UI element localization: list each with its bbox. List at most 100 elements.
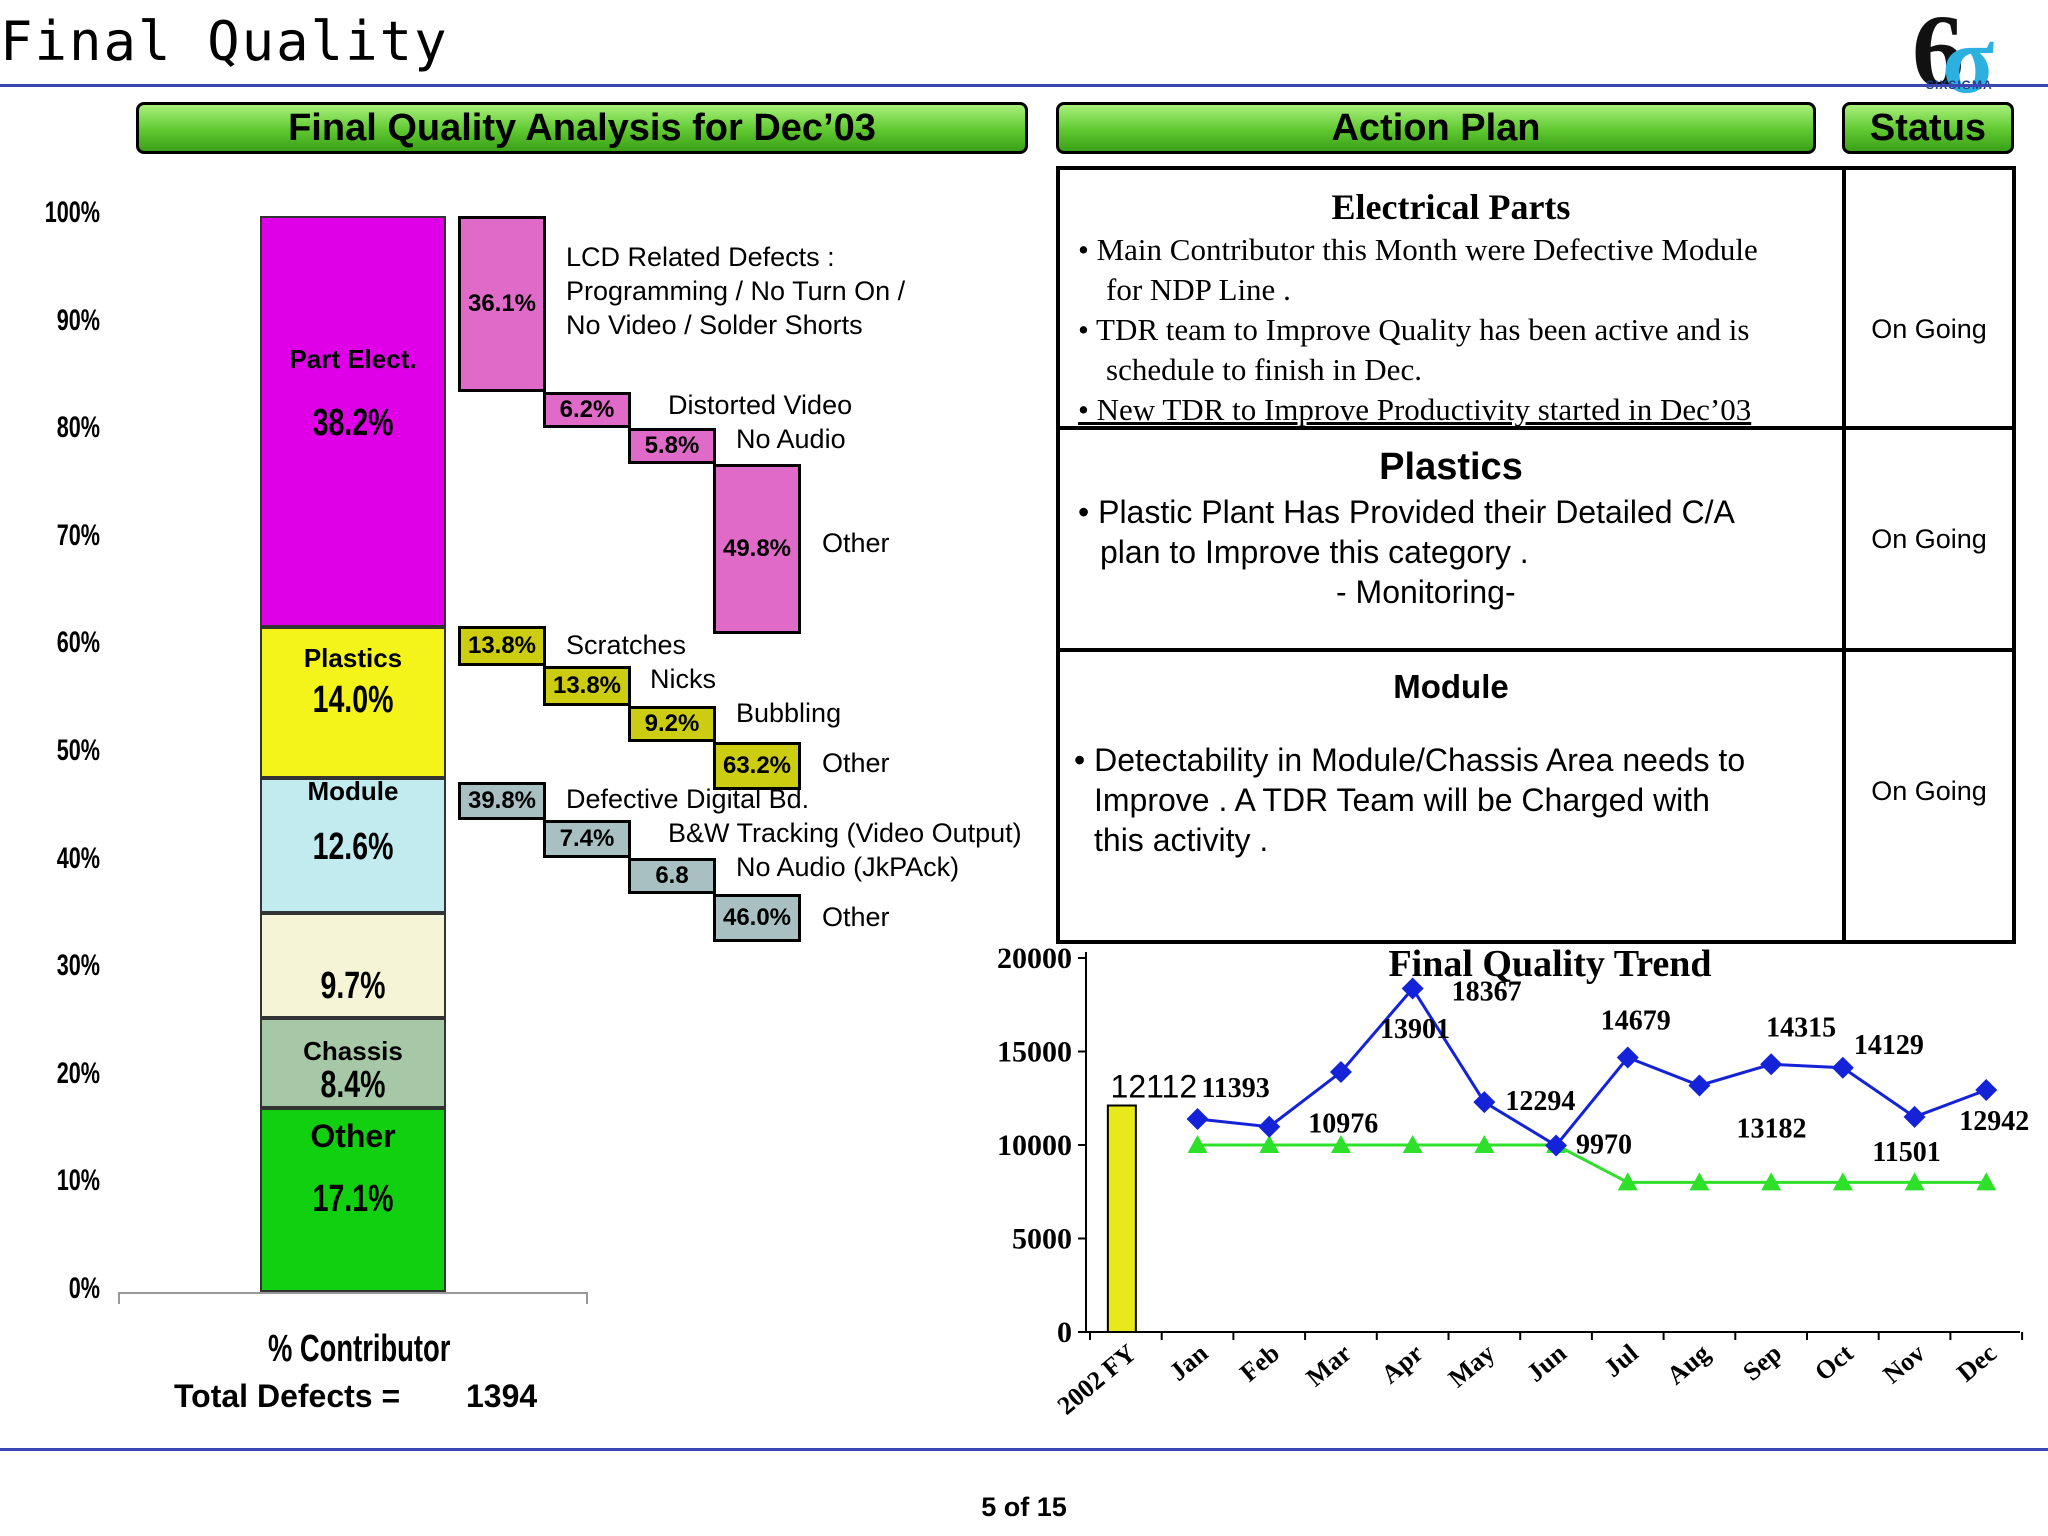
breakdown-box-module: 7.4% [543, 820, 631, 858]
stack-segment-other: Other 17.1% [260, 1108, 446, 1292]
breakdown-label-module: No Audio (JkPAck) [736, 852, 960, 882]
trend-data-label: 14315 [1766, 1012, 1836, 1043]
breakdown-box-plastics: 9.2% [628, 706, 716, 742]
trend-actual-marker [1401, 977, 1424, 1000]
trend-x-tick-label: Oct [1809, 1338, 1859, 1386]
electrical-line-2: for NDP Line . [1106, 272, 1291, 307]
trend-target-marker [1832, 1172, 1853, 1191]
trend-data-label: 10976 [1308, 1109, 1378, 1140]
segment-label: Module [307, 775, 399, 806]
percent-tick-label: 20% [56, 1056, 100, 1090]
percent-tick-label: 90% [56, 303, 100, 337]
trend-x-tick-label: Jan [1164, 1338, 1214, 1387]
chart-baseline [118, 1292, 588, 1294]
trend-actual-marker [1545, 1134, 1568, 1157]
row-divider [1842, 430, 1846, 648]
breakdown-box-electrical: 49.8% [713, 464, 801, 634]
module-line-2: Improve . A TDR Team will be Charged wit… [1094, 782, 1710, 818]
total-defects-value: 1394 [466, 1378, 538, 1414]
trend-x-tick-label: Jun [1521, 1338, 1572, 1388]
segment-percent: 17.1% [312, 1178, 394, 1220]
trend-target-marker [1187, 1135, 1208, 1153]
plastics-line-1: • Plastic Plant Has Provided their Detai… [1078, 494, 1735, 530]
page-title: Final Quality [0, 10, 449, 73]
module-status: On Going [1871, 776, 1987, 806]
trend-fy-bar [1106, 1104, 1137, 1333]
breakdown-label-plastics: Bubbling [736, 698, 842, 728]
bottom-rule [0, 1448, 2048, 1451]
trend-target-marker [1474, 1135, 1495, 1153]
trend-target-marker [1689, 1172, 1710, 1191]
trend-actual-marker [1186, 1107, 1209, 1130]
trend-actual-marker [1903, 1105, 1926, 1128]
module-title: Module [1393, 668, 1509, 705]
trend-target-marker [1904, 1172, 1925, 1191]
breakdown-label-module: Defective Digital Bd. [566, 784, 810, 814]
analysis-header: Final Quality Analysis for Dec’03 [136, 102, 1028, 154]
breakdown-box-plastics: 13.8% [458, 626, 546, 666]
breakdown-label-electrical: LCD Related Defects : Programming / No T… [566, 242, 906, 340]
trend-actual-marker [1760, 1053, 1783, 1076]
module-line-1: • Detectability in Module/Chassis Area n… [1074, 742, 1746, 778]
trend-target-marker [1402, 1135, 1423, 1153]
trend-data-label: 14679 [1601, 1006, 1671, 1037]
percent-tick-label: 0% [68, 1272, 100, 1305]
segment-label: Part Elect. [289, 344, 417, 374]
status-header: Status [1842, 102, 2014, 154]
plastics-line-3: - Monitoring- [1336, 574, 1516, 610]
percent-tick-label: 100% [44, 196, 100, 229]
trend-x-tick-label: 2002 FY [1052, 1338, 1142, 1420]
segment-percent: 14.0% [312, 679, 394, 722]
trend-y-tick-label: 20000 [997, 942, 1072, 975]
trend-data-label: 18367 [1452, 977, 1522, 1008]
segment-percent: 38.2% [312, 402, 394, 444]
segment-percent: 12.6% [312, 825, 394, 868]
trend-actual-marker [1831, 1056, 1854, 1079]
trend-target-marker [1330, 1135, 1351, 1153]
trend-target-marker [1761, 1172, 1782, 1191]
trend-data-label: 13901 [1380, 1014, 1450, 1045]
breakdown-box-plastics: 63.2% [713, 742, 801, 790]
page-number: 5 of 15 [981, 1492, 1067, 1522]
percent-tick-label: 60% [56, 626, 100, 660]
electrical-line-3: • TDR team to Improve Quality has been a… [1078, 312, 1750, 347]
trend-x-tick-label: Sep [1737, 1338, 1787, 1386]
percent-tick-label: 10% [56, 1164, 100, 1198]
trend-data-label: 11501 [1872, 1137, 1940, 1168]
trend-x-tick-label: Jul [1598, 1338, 1643, 1383]
breakdown-label-electrical: Other [822, 528, 890, 558]
module-line-3: this activity . [1094, 822, 1269, 858]
breakdown-label-plastics: Other [822, 748, 890, 778]
sixsigma-logo-sigma: σ [1942, 6, 1995, 113]
breakdown-box-module: 46.0% [713, 894, 801, 942]
baseline-tick-left [118, 1292, 120, 1304]
trend-actual-line [1197, 986, 1987, 1148]
action-plan-header: Action Plan [1056, 102, 1816, 154]
electrical-line-1: • Main Contributor this Month were Defec… [1078, 232, 1758, 267]
trend-actual-marker [1975, 1078, 1998, 1101]
trend-data-label: 13182 [1736, 1113, 1806, 1144]
electrical-line-5: • New TDR to Improve Productivity starte… [1078, 392, 1752, 427]
electrical-title: Electrical Parts [1331, 187, 1571, 227]
contributor-label: % Contributor [268, 1328, 451, 1370]
breakdown-box-module: 39.8% [458, 782, 546, 820]
trend-x-tick-label: Aug [1661, 1338, 1715, 1390]
plastics-status: On Going [1871, 524, 1987, 554]
percent-tick-label: 80% [56, 411, 100, 445]
action-plan-table: Electrical Parts • Main Contributor this… [1056, 166, 2016, 944]
plastics-title: Plastics [1379, 446, 1523, 488]
top-rule [0, 84, 2048, 87]
trend-x-tick-label: Apr [1376, 1338, 1429, 1389]
breakdown-box-module: 6.8 [628, 858, 716, 894]
segment-label: Plastics [303, 643, 403, 674]
trend-actual-marker [1688, 1074, 1711, 1097]
trend-x-tick-label: Mar [1301, 1338, 1357, 1392]
breakdown-box-plastics: 13.8% [543, 666, 631, 706]
breakdown-label-electrical: No Audio [736, 424, 846, 454]
total-defects-label: Total Defects = [174, 1378, 401, 1414]
breakdown-label-electrical: Distorted Video [668, 390, 853, 420]
stack-segment-module: Module 12.6% [260, 775, 446, 914]
breakdown-label-plastics: Scratches [566, 630, 687, 660]
trend-y-tick-label: 15000 [997, 1036, 1072, 1069]
